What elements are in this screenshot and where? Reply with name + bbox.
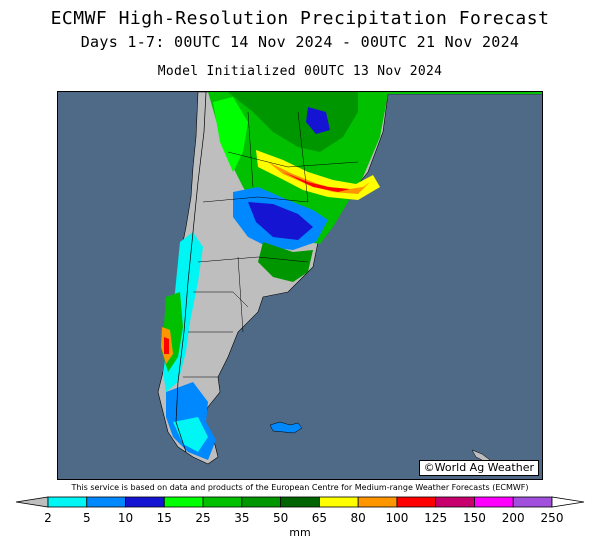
colorbar-tick-label: 35	[234, 511, 249, 525]
colorbar-bin	[512, 496, 553, 508]
precip-heavy-red	[283, 172, 350, 192]
precipitation-map: ©World Ag Weather	[57, 91, 543, 480]
colorbar-bin	[318, 496, 359, 508]
falkland-islands	[269, 421, 303, 434]
colorbar-bin	[163, 496, 204, 508]
colorbar-bin	[396, 496, 437, 508]
colorbar-bin	[86, 496, 126, 508]
colorbar-bin	[474, 496, 514, 508]
colorbar-tick-label: 80	[351, 511, 366, 525]
data-source-disclaimer: This service is based on data and produc…	[71, 483, 529, 492]
colorbar-tick-label: 2	[44, 511, 52, 525]
precip-north-darkgreen	[228, 92, 358, 152]
colorbar-tick-label: 250	[541, 511, 564, 525]
colorbar-tick-label: 25	[195, 511, 210, 525]
colorbar-over-arrow	[551, 496, 585, 508]
precip-colorbar: 2 5 10 15 25 35 50 65 80 100 125 150 200 250	[15, 496, 585, 525]
precip-north-lightgreen	[213, 97, 248, 172]
colorbar-tick-label: 50	[273, 511, 288, 525]
forecast-period: Days 1-7: 00UTC 14 Nov 2024 - 00UTC 21 N…	[80, 33, 520, 51]
precip-heavy-yellow	[256, 150, 380, 200]
map-title: ECMWF High-Resolution Precipitation Fore…	[50, 8, 550, 29]
colorbar-tick-label: 10	[118, 511, 133, 525]
colorbar-tick-label: 100	[385, 511, 408, 525]
colorbar-bin	[125, 496, 165, 508]
colorbar-under-arrow	[15, 496, 49, 508]
colorbar-bin	[241, 496, 282, 508]
copyright-credit: ©World Ag Weather	[418, 460, 539, 476]
colorbar-bin	[435, 496, 475, 508]
colorbar-tick-label: 15	[157, 511, 172, 525]
map-canvas	[58, 92, 542, 479]
country-border-chile-argentina	[175, 92, 207, 453]
precip-south-cyan	[173, 417, 208, 452]
colorbar-tick-label: 125	[424, 511, 447, 525]
legend-unit: mm	[289, 526, 311, 539]
precip-patagonia-red	[164, 337, 169, 354]
precip-central-darkblue	[248, 202, 313, 240]
colorbar-bin	[280, 496, 320, 508]
colorbar-tick-label: 150	[463, 511, 486, 525]
colorbar-bin	[357, 496, 398, 508]
colorbar-tick-label: 5	[83, 511, 91, 525]
precip-central-green	[258, 242, 313, 282]
colorbar-bin	[47, 496, 88, 508]
colorbar-tick-label: 65	[312, 511, 327, 525]
colorbar-tick-label: 200	[502, 511, 525, 525]
precip-blue-pocket	[306, 107, 330, 134]
colorbar-bin	[202, 496, 243, 508]
province-borders	[183, 111, 359, 378]
model-init-time: Model Initialized 00UTC 13 Nov 2024	[157, 64, 443, 79]
